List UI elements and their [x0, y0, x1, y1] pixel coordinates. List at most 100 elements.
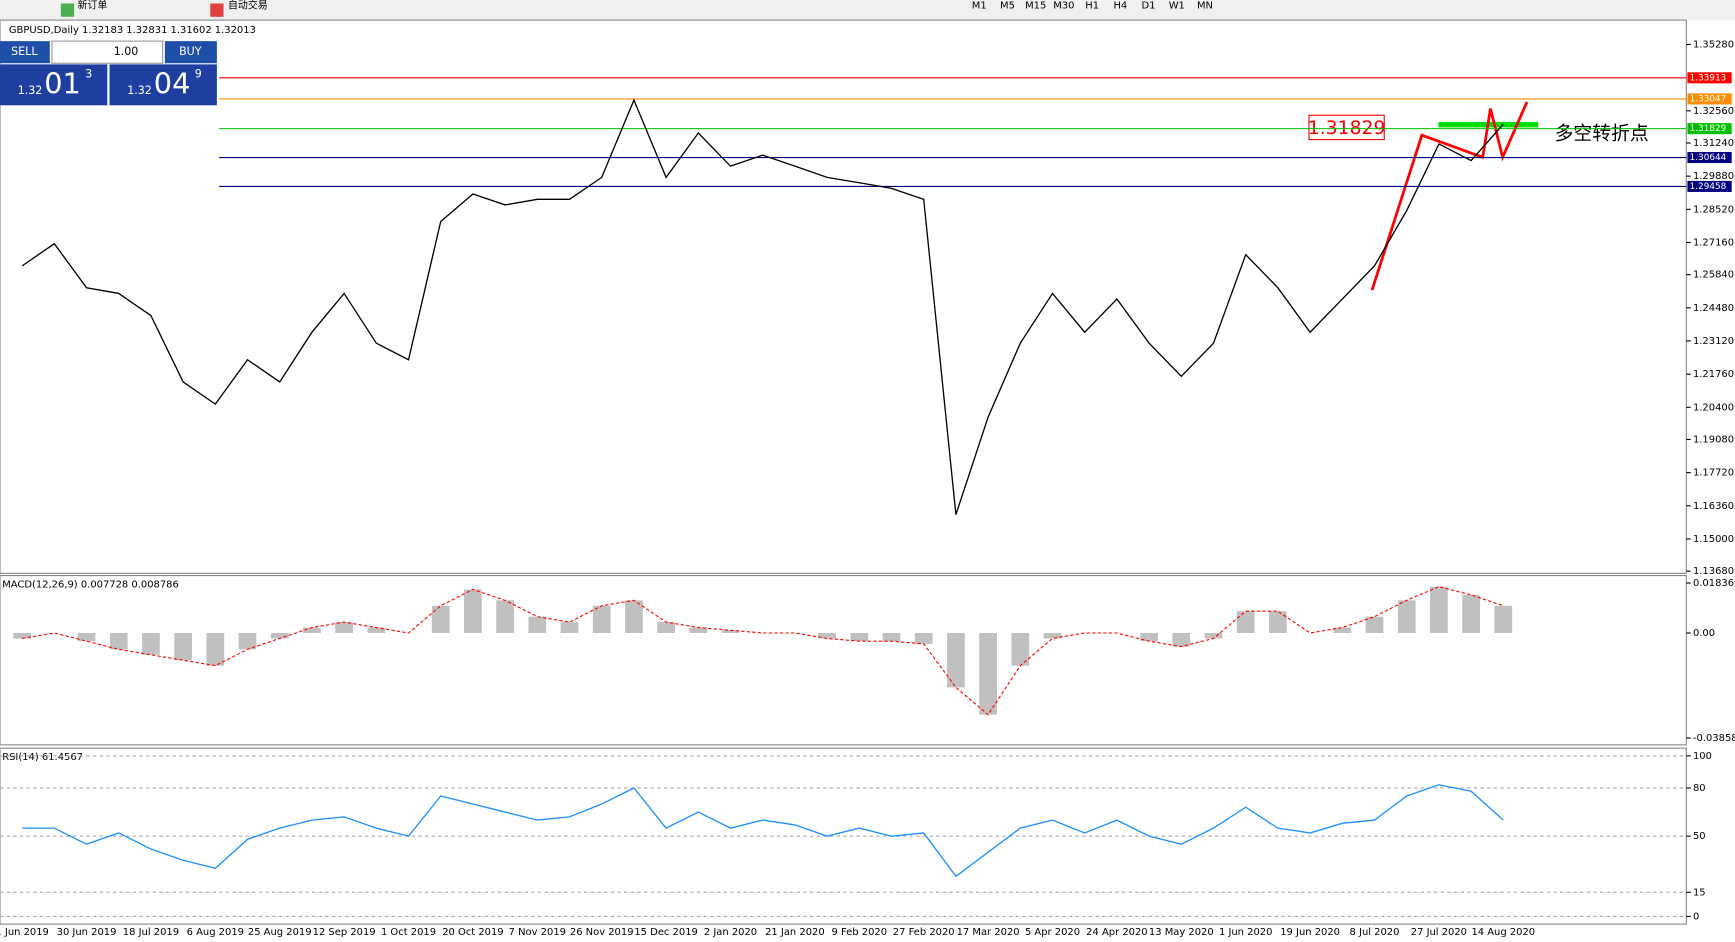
x-tick-label: 14 Aug 2020 [1471, 927, 1535, 938]
x-tick-label: 25 Aug 2019 [248, 927, 312, 938]
histogram-bar [1494, 605, 1513, 633]
x-tick-label: 21 Jan 2020 [765, 927, 825, 938]
price-box [1308, 114, 1385, 141]
histogram-bar [1430, 586, 1448, 633]
price-line [21, 98, 1504, 515]
timeframe-button[interactable]: MN [1197, 1, 1213, 12]
ask-pip: 9 [195, 67, 202, 80]
timeframe-button[interactable]: D1 [1142, 1, 1156, 12]
toolbar-button[interactable]: 新订单 [77, 0, 107, 12]
histogram-bar [657, 622, 675, 633]
histogram-bar [367, 627, 386, 633]
x-tick-label: 6 Aug 2019 [187, 927, 244, 938]
histogram-bar [721, 630, 740, 633]
histogram-bar [238, 632, 257, 650]
x-tick-label: 8 Jul 2020 [1350, 927, 1400, 938]
timeframe-button[interactable]: M30 [1053, 1, 1074, 12]
level-label: 1.33047 [1690, 94, 1727, 104]
histogram-bar [270, 632, 289, 639]
toolbar-icon[interactable] [210, 3, 224, 17]
level-label: 1.33913 [1690, 73, 1727, 83]
price-line [22, 784, 1504, 878]
y-tick-label: 0.018369 [1693, 578, 1735, 589]
y-tick-label: 1.16360 [1693, 501, 1734, 512]
x-tick-label: 5 Apr 2020 [1025, 927, 1080, 938]
signal-line [22, 586, 1504, 716]
y-tick-label: 0.00 [1693, 628, 1715, 639]
x-tick-label: 9 Feb 2020 [832, 927, 888, 938]
x-tick-label: 17 Mar 2020 [957, 927, 1020, 938]
ask-big: 1.32 [127, 84, 152, 97]
y-tick-label: 1.17720 [1693, 468, 1734, 479]
histogram-bar [77, 632, 96, 642]
histogram-bar [560, 622, 579, 633]
histogram-bar [1011, 632, 1030, 666]
bid-pip: 3 [85, 67, 92, 80]
lots-value[interactable]: 1.00 [114, 45, 139, 58]
histogram-bar [13, 632, 31, 639]
bid-main: 01 [44, 66, 81, 100]
histogram-bar [947, 632, 965, 688]
sell-label[interactable]: SELL [11, 45, 38, 58]
buy-label[interactable]: BUY [179, 45, 202, 58]
timeframe-button[interactable]: M1 [972, 1, 987, 12]
lots-field[interactable] [51, 40, 164, 64]
histogram-bar [1365, 616, 1384, 633]
histogram-bar [1172, 632, 1191, 647]
bid-box[interactable] [0, 64, 108, 106]
histogram-bar [142, 632, 160, 655]
rsi-title: RSI(14) 61.4567 [2, 752, 83, 763]
y-tick-label: 1.25840 [1693, 270, 1734, 281]
histogram-bar [109, 632, 128, 650]
histogram-bar [1236, 611, 1255, 633]
chart-title: GBPUSD,Daily 1.32183 1.32831 1.31602 1.3… [9, 25, 256, 36]
histogram-bar [1140, 632, 1158, 642]
toolbar-icon[interactable] [60, 3, 75, 17]
toolbar [0, 0, 1735, 21]
y-tick-label: 1.29880 [1693, 171, 1734, 182]
y-tick-label: 1.23120 [1693, 336, 1734, 347]
timeframe-button[interactable]: H4 [1113, 1, 1127, 12]
histogram-bar [335, 622, 353, 633]
histogram-bar [1462, 594, 1480, 633]
histogram-bar [882, 632, 901, 642]
level-label: 1.29458 [1690, 182, 1727, 192]
x-tick-label: 1 Oct 2019 [381, 927, 436, 938]
x-tick-label: 24 Apr 2020 [1086, 927, 1147, 938]
histogram-bar [206, 632, 225, 666]
timeframe-button[interactable]: M5 [1000, 1, 1015, 12]
timeframe-button[interactable]: M15 [1025, 1, 1046, 12]
y-tick-label: 1.35280 [1693, 39, 1734, 50]
ask-box[interactable] [109, 64, 217, 106]
x-tick-label: 7 Nov 2019 [509, 927, 566, 938]
buy-button[interactable] [164, 41, 217, 64]
timeframe-button[interactable]: H1 [1085, 1, 1099, 12]
y-tick-label: 1.19080 [1693, 434, 1734, 445]
histogram-bar [431, 605, 450, 633]
histogram-bar [818, 632, 836, 639]
histogram-bar [303, 627, 321, 633]
y-tick-label: 1.13680 [1693, 566, 1734, 577]
histogram-bar [979, 632, 997, 715]
histogram-bar [625, 600, 643, 633]
level-label: 1.31829 [1690, 124, 1727, 134]
y-tick-label: 100 [1693, 751, 1712, 762]
y-tick-label: 1.32560 [1693, 106, 1734, 117]
histogram-bar [1269, 611, 1287, 633]
toolbar-button[interactable]: 自动交易 [228, 0, 268, 12]
timeframe-button[interactable]: W1 [1169, 1, 1185, 12]
level-tag [1687, 180, 1732, 192]
x-tick-label: 12 Sep 2019 [313, 927, 376, 938]
sell-button[interactable] [0, 41, 50, 64]
histogram-bar [1204, 632, 1223, 639]
bid-big: 1.32 [18, 84, 43, 97]
histogram-bar [1397, 600, 1416, 633]
y-tick-label: 1.15000 [1693, 534, 1734, 545]
x-tick-label: 19 Jun 2020 [1280, 927, 1340, 938]
level-tag [1687, 93, 1732, 105]
x-tick-label: 18 Jul 2019 [123, 927, 179, 938]
y-tick-label: 1.27160 [1693, 237, 1734, 248]
histogram-bar [1333, 627, 1352, 633]
x-tick-label: 13 May 2020 [1149, 927, 1214, 938]
